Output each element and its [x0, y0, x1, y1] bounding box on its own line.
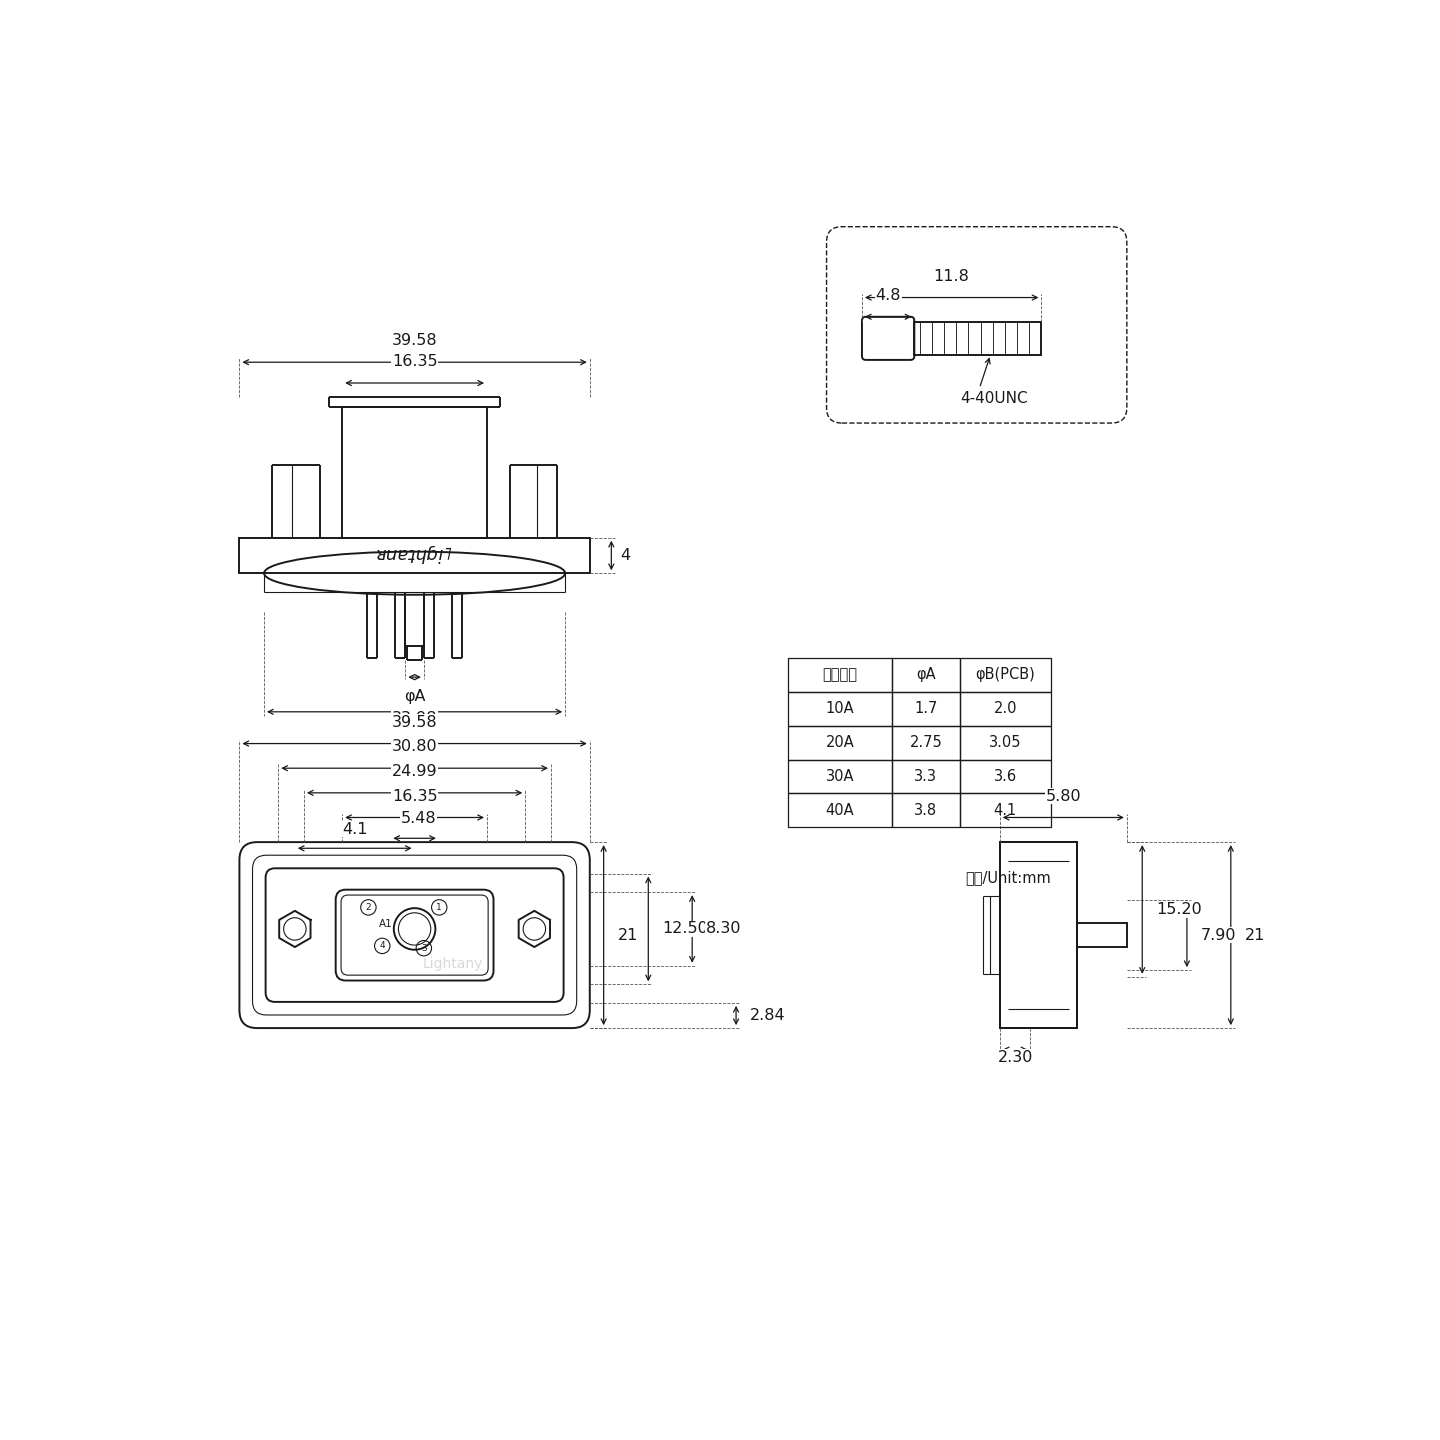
Text: Lightany: Lightany — [423, 958, 484, 972]
Bar — [959, 793, 1051, 828]
Text: 额定电流: 额定电流 — [822, 667, 858, 683]
Text: 2.0: 2.0 — [994, 701, 1017, 716]
Text: φB(PCB): φB(PCB) — [975, 667, 1035, 683]
Text: 12.50: 12.50 — [662, 922, 708, 936]
Text: 15.20: 15.20 — [1156, 901, 1202, 917]
Bar — [999, 842, 1077, 1028]
Text: 33.98: 33.98 — [392, 711, 438, 726]
Text: 11.8: 11.8 — [933, 269, 969, 284]
Text: 5.80: 5.80 — [1045, 789, 1081, 804]
Text: 3: 3 — [420, 943, 426, 953]
Text: ᴚuɐʇɥɓᴉ˥: ᴚuɐʇɥɓᴉ˥ — [376, 547, 454, 564]
Text: 3.6: 3.6 — [994, 769, 1017, 783]
Text: 3.05: 3.05 — [989, 734, 1021, 750]
Text: φA: φA — [916, 667, 936, 683]
Text: 4-40UNC: 4-40UNC — [960, 390, 1028, 406]
Bar — [999, 842, 1077, 1028]
Bar — [914, 323, 1041, 354]
Bar — [788, 793, 891, 828]
Text: 30A: 30A — [825, 769, 854, 783]
Text: 40A: 40A — [825, 804, 854, 818]
Text: 21: 21 — [618, 927, 638, 943]
Text: φA: φA — [403, 690, 425, 704]
Text: 21: 21 — [1244, 927, 1264, 943]
Text: 30.80: 30.80 — [392, 739, 438, 755]
Bar — [891, 759, 960, 793]
Bar — [788, 691, 891, 726]
Text: 2.84: 2.84 — [750, 1008, 786, 1022]
Text: 4.8: 4.8 — [876, 288, 901, 302]
Text: 24.99: 24.99 — [392, 765, 438, 779]
Bar — [959, 726, 1051, 759]
Bar — [1077, 923, 1128, 948]
Text: 20A: 20A — [825, 734, 854, 750]
Text: 1.7: 1.7 — [914, 701, 937, 716]
Text: 2.30: 2.30 — [998, 1050, 1032, 1066]
Bar — [891, 793, 960, 828]
Text: 5.48: 5.48 — [400, 811, 436, 827]
Text: 3.8: 3.8 — [914, 804, 937, 818]
Text: 7.90: 7.90 — [1201, 927, 1237, 943]
Text: 单位/Unit:mm: 单位/Unit:mm — [965, 870, 1051, 886]
Text: 8.30: 8.30 — [706, 922, 742, 936]
Text: 4: 4 — [380, 942, 384, 950]
Text: 16.35: 16.35 — [392, 354, 438, 369]
Text: 4.1: 4.1 — [994, 804, 1017, 818]
Bar — [343, 408, 487, 537]
Text: 2: 2 — [366, 903, 372, 912]
Text: 4: 4 — [621, 549, 631, 563]
Bar — [891, 691, 960, 726]
Text: 39.58: 39.58 — [392, 333, 438, 348]
Bar — [788, 726, 891, 759]
Bar — [788, 759, 891, 793]
Text: 16.35: 16.35 — [392, 789, 438, 804]
Text: 4.1: 4.1 — [341, 822, 367, 837]
Bar — [959, 658, 1051, 691]
Bar — [788, 658, 891, 691]
Text: 39.58: 39.58 — [392, 714, 438, 730]
Bar — [959, 759, 1051, 793]
Text: A1: A1 — [379, 919, 392, 929]
Bar — [891, 658, 960, 691]
Text: 2.75: 2.75 — [910, 734, 942, 750]
Bar — [891, 726, 960, 759]
Text: 1: 1 — [436, 903, 442, 912]
Bar — [239, 537, 590, 573]
Text: 10A: 10A — [825, 701, 854, 716]
Text: 3.3: 3.3 — [914, 769, 937, 783]
Bar — [959, 691, 1051, 726]
